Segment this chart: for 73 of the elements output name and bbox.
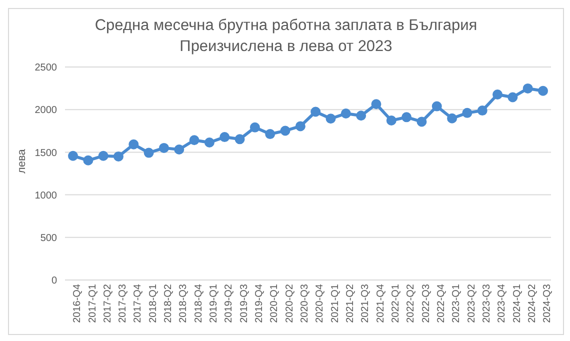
point: [189, 135, 200, 146]
x-tick-label: 2023-Q1: [451, 284, 462, 323]
x-tick-label: 2017-Q1: [87, 284, 98, 323]
x-tick-label: 2018-Q2: [163, 284, 174, 323]
point: [234, 134, 245, 144]
x-tick-label: 2021-Q1: [330, 284, 341, 323]
point: [174, 144, 184, 154]
point: [402, 112, 412, 122]
y-tick-label: 1000: [34, 190, 58, 202]
point: [432, 101, 442, 112]
x-tick-label: 2020-Q1: [269, 284, 280, 323]
point: [477, 106, 488, 116]
point: [128, 139, 139, 150]
x-tick-label: 2019-Q2: [224, 284, 235, 323]
point: [371, 99, 382, 110]
x-tick-label: 2018-Q1: [148, 284, 159, 323]
y-axis-title: лева: [16, 148, 28, 174]
point: [280, 126, 290, 136]
point: [356, 110, 366, 121]
x-tick-label: 2024-Q3: [542, 284, 554, 323]
point: [447, 113, 458, 124]
point: [522, 83, 533, 94]
point: [113, 151, 124, 162]
chart-title: Средна месечна брутна работна заплата в България: [94, 16, 478, 36]
x-tick-label: 2021-Q2: [345, 284, 356, 323]
point: [462, 108, 472, 118]
x-tick-label: 2018-Q3: [178, 284, 190, 323]
chart-subtitle: Преизчислена в лева от 2023: [178, 37, 394, 57]
point: [204, 137, 214, 148]
x-tick-label: 2021-Q4: [375, 284, 386, 323]
y-tick-label: 1500: [34, 148, 58, 159]
point: [265, 129, 276, 140]
point: [68, 150, 78, 161]
point: [310, 106, 321, 117]
y-tick-label: 500: [40, 232, 58, 244]
y-tick-label: 2000: [34, 105, 58, 116]
point: [326, 114, 336, 124]
x-tick-label: 2021-Q3: [360, 284, 372, 323]
point: [144, 148, 154, 158]
point: [98, 150, 108, 161]
point: [220, 132, 230, 142]
x-tick-label: 2018-Q4: [193, 284, 204, 323]
y-tick-label: 2500: [34, 62, 58, 74]
x-tick-label: 2020-Q2: [284, 284, 296, 323]
x-tick-label: 2020-Q3: [300, 284, 311, 323]
x-tick-label: 2022-Q2: [406, 284, 417, 323]
x-tick-label: 2017-Q2: [102, 284, 114, 323]
x-tick-label: 2023-Q2: [466, 284, 478, 323]
x-tick-label: 2023-Q3: [481, 284, 492, 323]
x-tick-label: 2019-Q1: [208, 284, 220, 323]
x-tick-label: 2022-Q4: [436, 284, 447, 323]
point: [538, 86, 548, 96]
y-tick-label: 0: [51, 276, 58, 287]
x-tick-label: 2024-Q2: [526, 284, 538, 323]
x-tick-label: 2019-Q4: [254, 284, 266, 323]
point: [340, 108, 351, 119]
point: [416, 116, 427, 127]
x-tick-label: 2020-Q4: [314, 284, 326, 323]
point: [492, 90, 503, 100]
x-tick-label: 2022-Q1: [390, 284, 402, 323]
point: [295, 121, 306, 132]
point: [83, 155, 94, 166]
x-tick-label: 2016-Q4: [72, 284, 84, 323]
x-tick-label: 2024-Q1: [512, 284, 523, 323]
x-tick-label: 2023-Q4: [496, 284, 508, 323]
x-tick-label: 2022-Q3: [420, 284, 432, 323]
x-tick-label: 2019-Q3: [238, 284, 250, 323]
point: [508, 92, 518, 102]
x-tick-label: 2017-Q4: [132, 284, 144, 323]
point: [250, 122, 260, 132]
x-tick-label: 2017-Q3: [118, 284, 129, 323]
point: [158, 142, 169, 153]
point: [386, 116, 396, 126]
